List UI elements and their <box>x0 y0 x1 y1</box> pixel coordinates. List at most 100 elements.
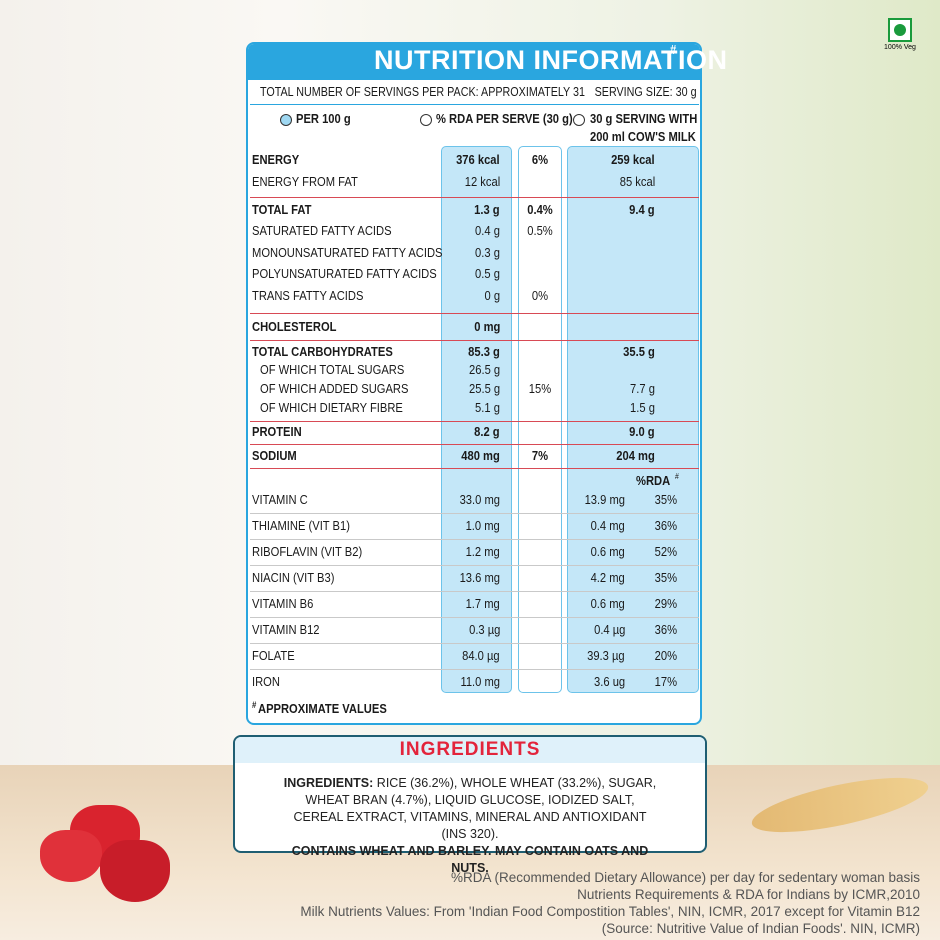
rda-value: 6% <box>531 152 549 167</box>
rda-value: 7% <box>531 448 549 463</box>
milk-rda: 36% <box>654 518 677 533</box>
footer-note: %RDA (Recommended Dietary Allowance) per… <box>451 870 920 885</box>
per-100-value: 25.5 g <box>468 381 500 396</box>
nutrient-name: SATURATED FATTY ACIDS <box>252 223 392 238</box>
title-mark: # <box>670 42 677 57</box>
nutrient-name: MONOUNSATURATED FATTY ACIDS <box>252 245 443 260</box>
column-header: PER 100 g <box>296 111 351 126</box>
vitamin-name: VITAMIN B6 <box>252 596 314 611</box>
rda-value: 15% <box>528 381 552 396</box>
milk-value: 204 mg <box>616 448 655 463</box>
nutrient-name: SODIUM <box>252 448 297 463</box>
per-100-value: 84.0 µg <box>462 648 500 663</box>
separator <box>250 197 699 198</box>
milk-value: 259 kcal <box>611 152 655 167</box>
veg-square <box>888 18 912 42</box>
nutrient-name: ENERGY <box>252 152 300 167</box>
milk-rda: 35% <box>654 570 677 585</box>
milk-rda: 20% <box>654 648 677 663</box>
nutrient-name: TOTAL FAT <box>252 202 312 217</box>
milk-amount: 3.6 ug <box>593 674 625 689</box>
footnote: APPROXIMATE VALUES <box>258 701 387 716</box>
milk-amount: 4.2 mg <box>590 570 625 585</box>
milk-rda: 36% <box>654 622 677 637</box>
vitamin-name: FOLATE <box>252 648 295 663</box>
title-band <box>248 44 700 80</box>
nutrient-name: OF WHICH DIETARY FIBRE <box>260 400 403 415</box>
separator <box>250 468 699 469</box>
milk-rda: 35% <box>654 492 677 507</box>
milk-column <box>567 146 699 693</box>
milk-amount: 0.6 mg <box>590 596 625 611</box>
per-100-value: 85.3 g <box>468 344 500 359</box>
per-100-value: 1.2 mg <box>465 544 500 559</box>
nutrient-name: CHOLESTEROL <box>252 319 337 334</box>
ingredients-list: RICE (36.2%), WHOLE WHEAT (33.2%), SUGAR… <box>293 776 657 841</box>
radio-icon <box>420 114 432 126</box>
radio-icon <box>573 114 585 126</box>
separator <box>250 617 699 618</box>
nutrient-name: TRANS FATTY ACIDS <box>252 288 364 303</box>
rda-value: 0.5% <box>527 223 553 238</box>
nutrient-name: OF WHICH ADDED SUGARS <box>260 381 409 396</box>
vitamin-name: VITAMIN C <box>252 492 308 507</box>
milk-value: 1.5 g <box>630 400 655 415</box>
separator <box>250 513 699 514</box>
separator <box>250 444 699 445</box>
title: NUTRITION INFORMATION <box>374 45 728 75</box>
column-header: % RDA PER SERVE (30 g) <box>436 111 573 126</box>
ingredients-lead: INGREDIENTS: <box>283 776 374 790</box>
milk-amount: 13.9 mg <box>584 492 625 507</box>
footer-note: (Source: Nutritive Value of Indian Foods… <box>601 921 920 936</box>
per-100-value: 376 kcal <box>456 152 500 167</box>
milk-value: 9.0 g <box>629 424 655 439</box>
veg-badge: 100% Veg <box>882 18 918 52</box>
column-header: 200 ml COW'S MILK <box>590 129 696 144</box>
separator <box>250 591 699 592</box>
per-100-value: 5.1 g <box>475 400 500 415</box>
vitamin-name: RIBOFLAVIN (VIT B2) <box>252 544 363 559</box>
separator <box>250 421 699 422</box>
ingredients-band <box>235 737 705 763</box>
milk-amount: 0.4 mg <box>590 518 625 533</box>
separator <box>250 104 699 105</box>
milk-amount: 0.4 µg <box>593 622 625 637</box>
milk-value: 35.5 g <box>623 344 655 359</box>
separator <box>250 340 699 341</box>
per-100-value: 480 mg <box>461 448 500 463</box>
per-100-value: 1.0 mg <box>465 518 500 533</box>
strawberry <box>100 840 170 902</box>
per-100-value: 33.0 mg <box>459 492 500 507</box>
per-100-value: 8.2 g <box>474 424 500 439</box>
separator <box>250 669 699 670</box>
allergens: CONTAINS WHEAT AND BARLEY. MAY CONTAIN O… <box>291 844 649 875</box>
vitamin-name: NIACIN (VIT B3) <box>252 570 335 585</box>
nutrient-name: OF WHICH TOTAL SUGARS <box>260 362 405 377</box>
per-100-value: 1.7 mg <box>465 596 500 611</box>
per-100-column <box>441 146 512 693</box>
vitamin-name: VITAMIN B12 <box>252 622 320 637</box>
rda-value: 0.4% <box>527 202 553 217</box>
footer-note: Milk Nutrients Values: From 'Indian Food… <box>300 904 920 919</box>
veg-label: 100% Veg <box>884 44 916 51</box>
ingredients-text: INGREDIENTS: RICE (36.2%), WHOLE WHEAT (… <box>280 775 660 877</box>
per-100-value: 0.3 g <box>475 245 500 260</box>
footer-note: Nutrients Requirements & RDA for Indians… <box>577 887 920 902</box>
per-100-value: 12 kcal <box>464 174 500 189</box>
separator <box>250 643 699 644</box>
milk-value: 7.7 g <box>630 381 655 396</box>
ingredients-box: INGREDIENTS INGREDIENTS: RICE (36.2%), W… <box>233 735 707 875</box>
servings: TOTAL NUMBER OF SERVINGS PER PACK: APPRO… <box>260 85 585 99</box>
veg-dot <box>894 24 906 36</box>
per-100-value: 1.3 g <box>474 202 500 217</box>
milk-value: 9.4 g <box>629 202 655 217</box>
nutrient-name: TOTAL CARBOHYDRATES <box>252 344 393 359</box>
ingredients-title: INGREDIENTS <box>399 739 541 760</box>
rda-header: %RDA <box>636 473 671 488</box>
milk-amount: 0.6 mg <box>590 544 625 559</box>
rda-mark: # <box>675 472 679 481</box>
per-100-value: 0 g <box>484 288 500 303</box>
milk-value: 85 kcal <box>619 174 655 189</box>
